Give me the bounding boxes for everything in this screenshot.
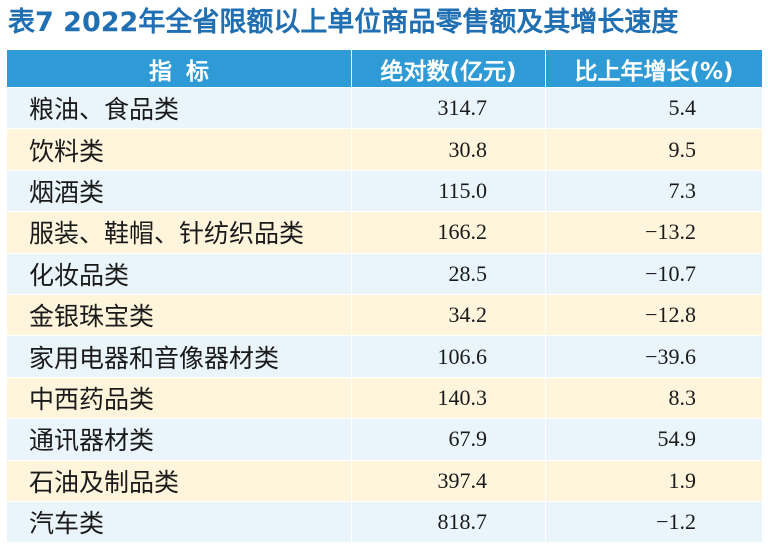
row-indicator: 粮油、食品类 [7,88,352,129]
row-indicator: 饮料类 [7,129,352,170]
row-value: 314.7 [352,88,546,129]
row-value: 106.6 [352,336,546,377]
row-growth: −10.7 [645,260,696,286]
table-row: 石油及制品类 397.4 1.9 [7,460,762,502]
table-header: 指标 绝对数(亿元) 比上年增长(%) [7,50,762,88]
row-indicator: 服装、鞋帽、针纺织品类 [7,212,352,253]
row-indicator: 通讯器材类 [7,419,352,460]
table-row: 饮料类 30.8 9.5 [7,129,762,171]
row-value: 30.8 [352,129,546,170]
row-growth: 1.9 [668,467,697,493]
row-indicator: 中西药品类 [7,377,352,419]
row-indicator: 石油及制品类 [7,460,352,501]
row-growth: 7.3 [668,177,697,203]
row-indicator: 家用电器和音像器材类 [7,336,352,377]
table-row: 通讯器材类 67.9 54.9 [7,419,762,461]
row-growth: −1.2 [656,509,696,535]
table-row: 粮油、食品类 314.7 5.4 [7,88,762,130]
row-value: 115.0 [352,170,546,212]
row-growth: 54.9 [657,426,697,452]
table-row: 家用电器和音像器材类 106.6 −39.6 [7,336,762,378]
table-row: 烟酒类 115.0 7.3 [7,170,762,213]
row-value: 397.4 [352,460,546,501]
row-growth: −12.8 [645,302,696,328]
row-value: 28.5 [352,253,546,294]
row-growth: 5.4 [668,95,697,121]
header-growth: 比上年增长(%) [574,58,734,85]
header-absolute: 绝对数(亿元) [352,50,546,87]
row-indicator: 化妆品类 [7,253,352,294]
row-value: 67.9 [352,419,546,460]
table-row: 服装、鞋帽、针纺织品类 166.2 −13.2 [7,212,762,254]
table-row: 金银珠宝类 34.2 −12.8 [7,294,762,337]
table-row: 汽车类 818.7 −1.2 [7,501,762,544]
table-row: 化妆品类 28.5 −10.7 [7,253,762,295]
row-growth: −13.2 [645,219,696,245]
header-indicator-label: 指标 [149,58,223,85]
retail-table: 指标 绝对数(亿元) 比上年增长(%) 粮油、食品类 314.7 5.4 饮料类… [7,50,762,544]
row-value: 140.3 [352,377,546,419]
header-indicator: 指标 [7,50,352,87]
table-row: 中西药品类 140.3 8.3 [7,377,762,420]
row-value: 818.7 [352,501,546,543]
row-growth: 8.3 [668,384,697,410]
row-value: 166.2 [352,212,546,253]
row-growth: −39.6 [645,343,696,369]
row-value: 34.2 [352,294,546,336]
row-indicator: 金银珠宝类 [7,294,352,336]
row-indicator: 烟酒类 [7,170,352,212]
row-indicator: 汽车类 [7,501,352,543]
row-growth: 9.5 [668,136,697,162]
table-title: 表7 2022年全省限额以上单位商品零售额及其增长速度 [8,7,679,38]
